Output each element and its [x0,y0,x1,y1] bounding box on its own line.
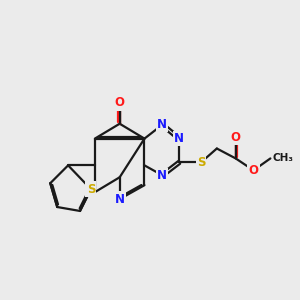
Text: O: O [231,131,241,144]
Text: N: N [174,132,184,145]
Text: CH₃: CH₃ [273,153,294,164]
Text: N: N [157,169,167,182]
Text: S: S [87,183,95,196]
Text: S: S [197,156,205,169]
Text: N: N [115,193,125,206]
Text: O: O [248,164,259,177]
Text: O: O [115,96,125,110]
Text: N: N [157,118,167,131]
